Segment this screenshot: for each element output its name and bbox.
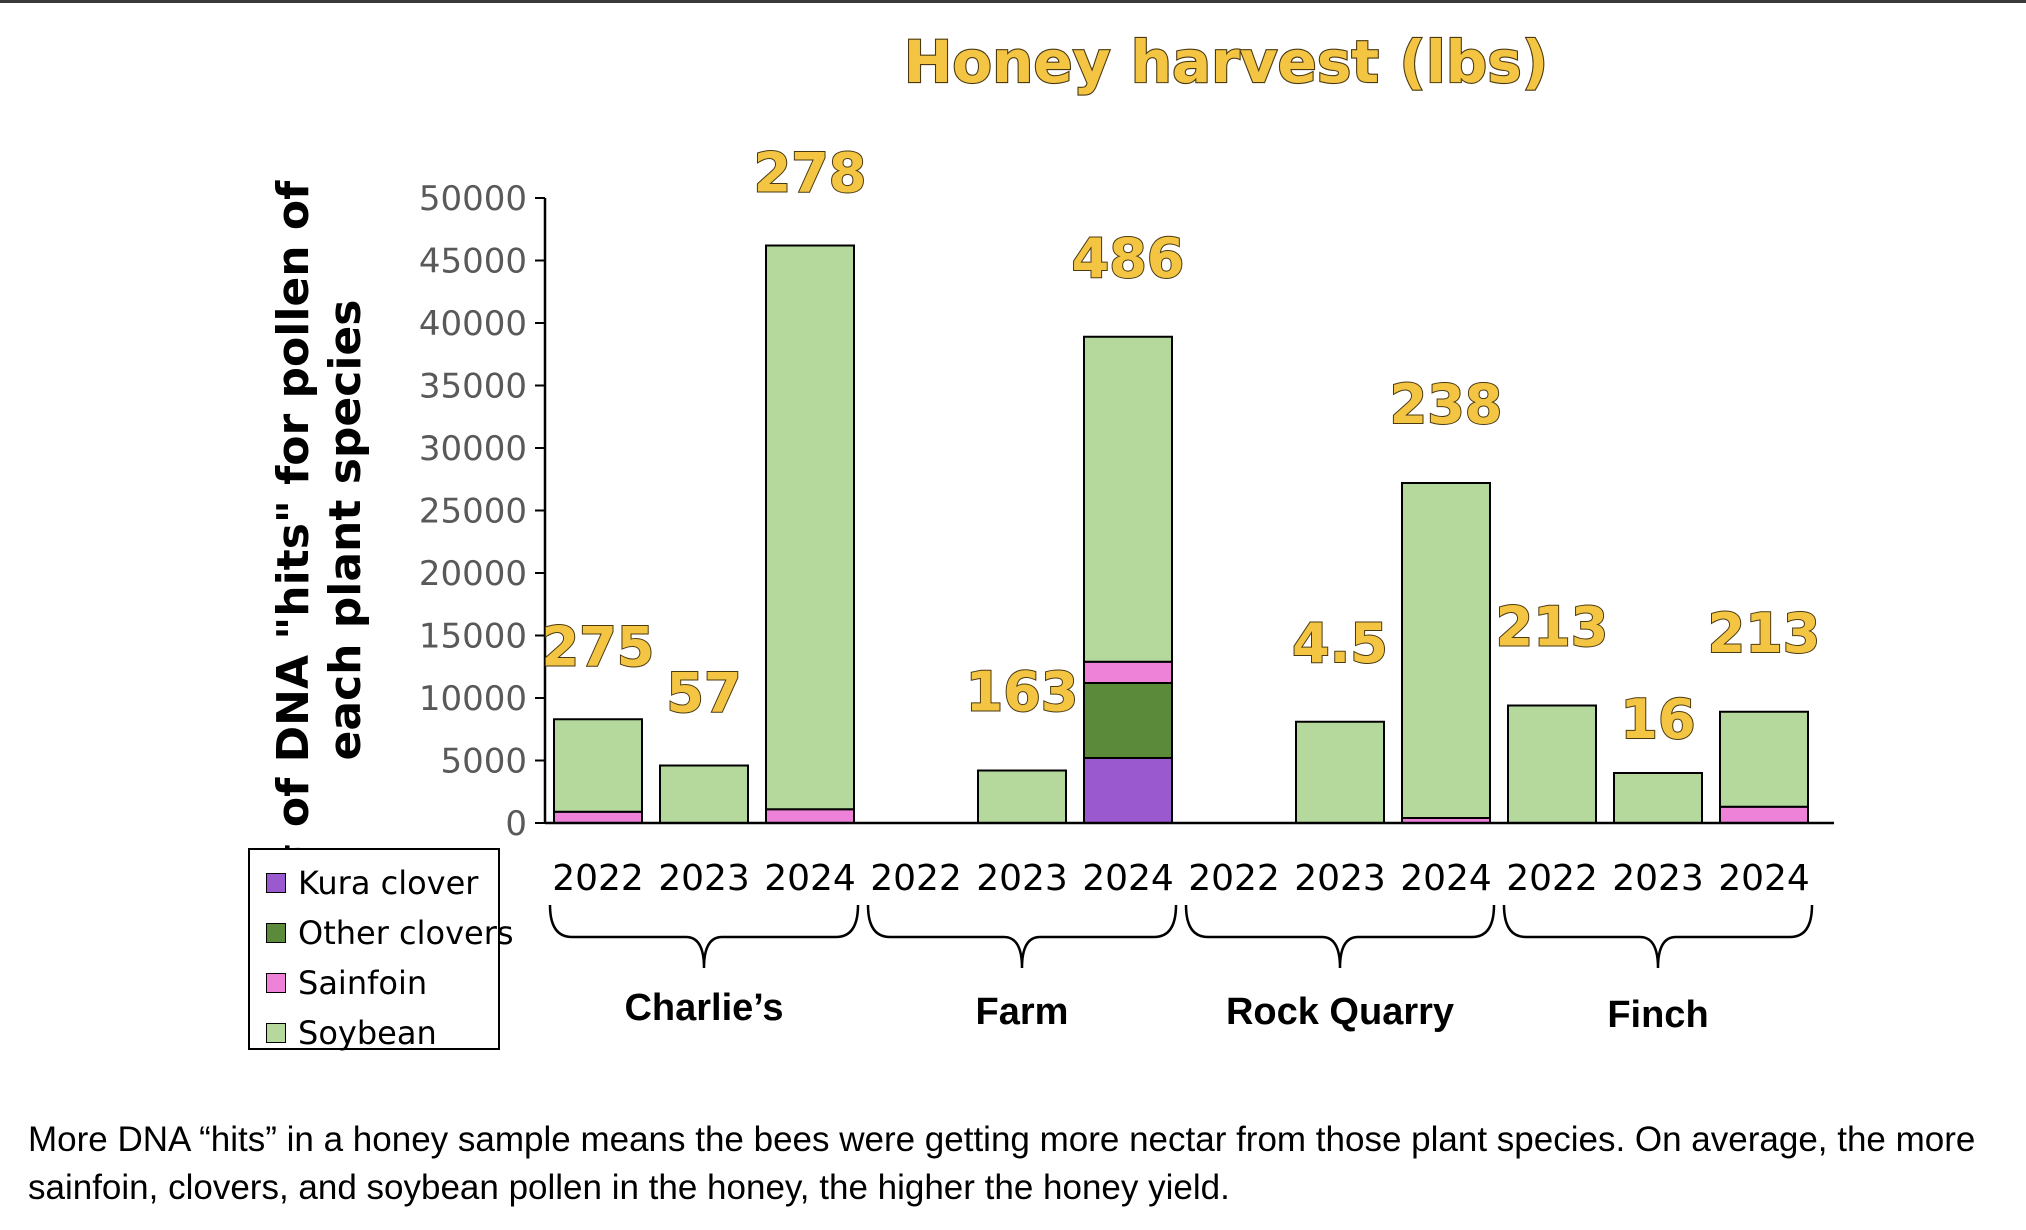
bar-segment-other-clovers-farm-2024 xyxy=(1083,682,1173,759)
bar-segment-sainfoin-charlie-s-2022 xyxy=(553,810,643,824)
x-category-label: 2023 xyxy=(1612,858,1704,899)
bar-segment-soybean-charlie-s-2023 xyxy=(659,764,749,824)
x-category-label: 2022 xyxy=(1188,858,1280,899)
harvest-label: 275 xyxy=(542,615,655,678)
x-category-label: 2024 xyxy=(1718,858,1810,899)
bar-segment-sainfoin-farm-2024 xyxy=(1083,660,1173,684)
bar-segment-sainfoin-charlie-s-2024 xyxy=(765,808,855,824)
group-label: Rock Quarry xyxy=(1226,991,1454,1033)
legend-item: Soybean xyxy=(266,1008,498,1058)
legend-item: Sainfoin xyxy=(266,958,498,1008)
x-category-label: 2024 xyxy=(1082,858,1174,899)
bar-segment-sainfoin-finch-2024 xyxy=(1719,805,1809,824)
y-tick-label: 45000 xyxy=(419,242,527,282)
y-tick-label: 15000 xyxy=(419,617,527,657)
x-category-label: 2022 xyxy=(1506,858,1598,899)
bar-segment-soybean-charlie-s-2024 xyxy=(765,244,855,811)
group-label: Charlie’s xyxy=(624,987,783,1029)
bar-segment-soybean-finch-2024 xyxy=(1719,710,1809,808)
legend-swatch xyxy=(266,923,286,943)
y-tick-label: 35000 xyxy=(419,367,527,407)
bar-segment-soybean-finch-2022 xyxy=(1507,704,1597,824)
x-category-label: 2023 xyxy=(976,858,1068,899)
bar-segment-soybean-rock-quarry-2024 xyxy=(1401,482,1491,819)
harvest-label: 278 xyxy=(754,142,867,205)
bar-segment-kura-clover-farm-2024 xyxy=(1083,757,1173,824)
x-category-label: 2024 xyxy=(1400,858,1492,899)
bar-segment-soybean-rock-quarry-2023 xyxy=(1295,720,1385,824)
bar-segment-soybean-farm-2023 xyxy=(977,769,1067,824)
bar-segment-soybean-charlie-s-2022 xyxy=(553,718,643,813)
group-labels: Charlie’s Farm Rock Quarry Finch xyxy=(548,904,1814,1036)
harvest-label: 238 xyxy=(1390,373,1503,436)
x-category-label: 2022 xyxy=(870,858,962,899)
y-axis-title-line-1: # of DNA "hits" for pollen of xyxy=(268,180,319,879)
legend-swatch xyxy=(266,1023,286,1043)
legend-label: Other clovers xyxy=(298,914,514,952)
harvest-label: 213 xyxy=(1496,596,1609,659)
bar-segment-soybean-finch-2023 xyxy=(1613,772,1703,824)
harvest-label: 213 xyxy=(1708,602,1821,665)
chart-title: Honey harvest (lbs) xyxy=(904,28,1549,96)
bar-segment-soybean-farm-2024 xyxy=(1083,335,1173,663)
legend-item: Kura clover xyxy=(266,858,498,908)
legend-label: Sainfoin xyxy=(298,964,428,1002)
y-tick-label: 25000 xyxy=(419,492,527,532)
y-tick-label: 40000 xyxy=(419,304,527,344)
legend-label: Kura clover xyxy=(298,864,479,902)
legend-label: Soybean xyxy=(298,1014,437,1052)
legend: Kura clover Other clovers Sainfoin Soybean xyxy=(248,848,514,1052)
y-axis: 0 5000 10000 15000 20000 25000 30000 35000 40000… xyxy=(419,179,547,844)
group-brace xyxy=(1502,904,1814,969)
harvest-label: 4.5 xyxy=(1292,612,1388,675)
group-brace xyxy=(866,904,1178,969)
y-axis-title: # of DNA "hits" for pollen of each plant… xyxy=(268,180,371,879)
x-axis: 2022 2023 2024 2022 2023 2024 2022 2023 2024 2022… xyxy=(545,821,1834,899)
y-tick-label: 50000 xyxy=(419,179,527,219)
legend-swatch xyxy=(266,873,286,893)
harvest-label: 57 xyxy=(666,662,741,725)
harvest-label: 486 xyxy=(1072,227,1185,290)
x-category-label: 2023 xyxy=(658,858,750,899)
y-tick-label: 0 xyxy=(505,804,527,844)
y-tick-label: 30000 xyxy=(419,429,527,469)
group-brace xyxy=(548,904,860,969)
group-brace xyxy=(1184,904,1496,969)
group-label: Finch xyxy=(1607,994,1708,1036)
legend-item: Other clovers xyxy=(266,908,514,958)
y-tick-label: 10000 xyxy=(419,679,527,719)
y-tick-label: 5000 xyxy=(440,742,527,782)
bars xyxy=(553,244,1809,824)
caption: More DNA “hits” in a honey sample means … xyxy=(28,1120,1976,1207)
y-tick-label: 20000 xyxy=(419,554,527,594)
harvest-label: 163 xyxy=(966,661,1079,724)
harvest-label: 16 xyxy=(1620,688,1695,751)
x-category-label: 2024 xyxy=(764,858,856,899)
slide-top-rule xyxy=(0,0,2026,3)
y-axis-title-line-2: each plant species xyxy=(320,300,371,761)
x-category-label: 2023 xyxy=(1294,858,1386,899)
group-label: Farm xyxy=(976,991,1069,1033)
x-category-label: 2022 xyxy=(552,858,644,899)
legend-swatch xyxy=(266,973,286,993)
